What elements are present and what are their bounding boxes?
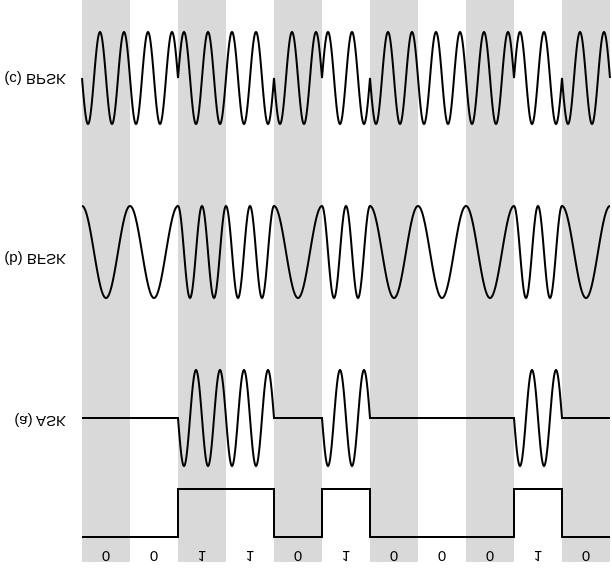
shaded-column <box>562 0 610 562</box>
bit-columns <box>82 0 610 562</box>
bfsk-label: (b) BFSK <box>4 250 66 267</box>
bpsk-wave <box>81 30 611 126</box>
bit-label: 0 <box>582 547 590 564</box>
bit-label: 0 <box>102 547 110 564</box>
bit-label: 0 <box>438 547 446 564</box>
shaded-column <box>370 0 418 562</box>
bpsk-label: (c) BPSK <box>4 70 66 87</box>
bit-label: 0 <box>294 547 302 564</box>
digital-signal <box>82 488 610 538</box>
bit-label: 1 <box>534 547 542 564</box>
bit-label: 0 <box>486 547 494 564</box>
bit-label: 1 <box>342 547 350 564</box>
bfsk-wave <box>81 204 611 300</box>
ask-wave <box>82 368 610 468</box>
bit-label: 0 <box>390 547 398 564</box>
bit-label: 1 <box>246 547 254 564</box>
shaded-column <box>82 0 130 562</box>
waveforms <box>81 30 611 538</box>
bit-label: 1 <box>198 547 206 564</box>
shaded-column <box>274 0 322 562</box>
bit-label: 0 <box>150 547 158 564</box>
ask-label: (a) ASK <box>14 412 66 429</box>
shaded-column <box>466 0 514 562</box>
